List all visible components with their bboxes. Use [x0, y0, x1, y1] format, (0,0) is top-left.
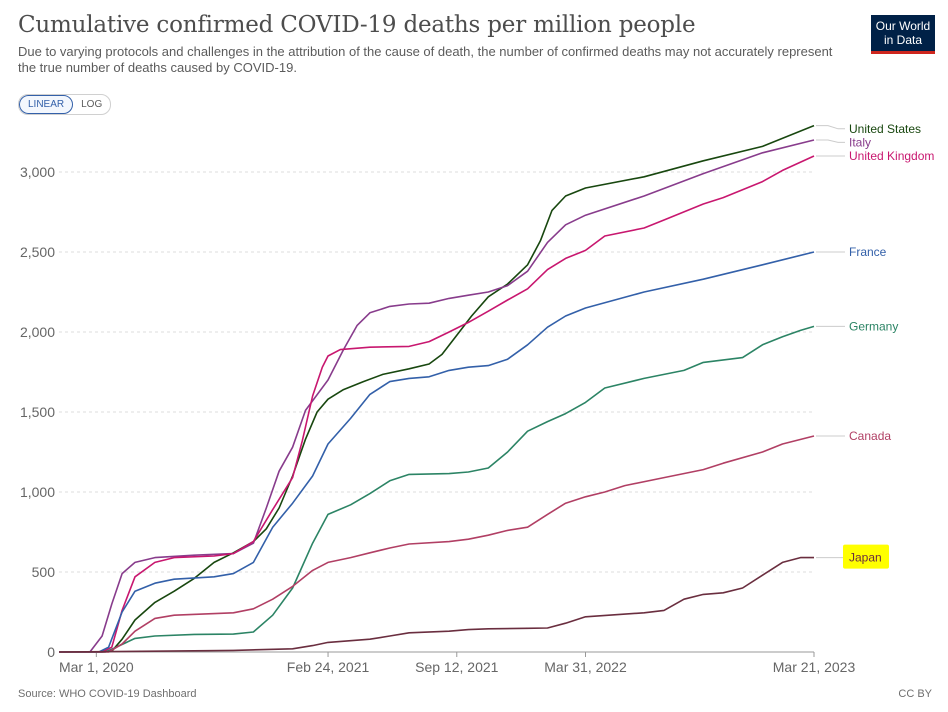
x-tick-label: Mar 1, 2020 [59, 659, 134, 675]
y-tick-label: 3,000 [20, 164, 55, 180]
series-line-italy [59, 139, 815, 653]
license-label[interactable]: CC BY [898, 688, 932, 700]
linear-scale-button[interactable]: LINEAR [19, 95, 74, 114]
y-tick-label: 0 [47, 644, 55, 660]
logo-line-2: in Data [883, 33, 923, 47]
chart-subtitle: Due to varying protocols and challenges … [18, 44, 833, 75]
series-line-united-states [59, 124, 815, 653]
log-scale-button[interactable]: LOG [81, 99, 103, 110]
x-tick-label: Sep 12, 2021 [415, 659, 499, 675]
label-connector [816, 139, 845, 143]
series-line-canada [59, 435, 815, 653]
series-line-france [59, 251, 815, 653]
label-highlight [843, 544, 889, 569]
logo-line-1: Our World [875, 19, 931, 33]
series-label: Japan [849, 551, 882, 565]
series-label: United Kingdom [849, 149, 934, 163]
y-tick-label: 1,000 [20, 484, 55, 500]
series-line-germany [59, 325, 815, 653]
series-label: Italy [849, 135, 871, 149]
x-tick-label: Mar 21, 2023 [773, 659, 856, 675]
y-tick-label: 500 [32, 564, 56, 580]
series-line-japan [58, 556, 814, 653]
series-line-united-kingdom [59, 155, 815, 653]
x-tick-label: Feb 24, 2021 [287, 659, 370, 675]
chart-title: Cumulative confirmed COVID-19 deaths per… [18, 12, 696, 38]
label-connector [816, 125, 845, 130]
series-label: Germany [849, 319, 898, 333]
scale-toggle: LINEAR LOG [18, 94, 112, 115]
y-tick-label: 2,500 [20, 244, 55, 260]
source-note[interactable]: Source: WHO COVID-19 Dashboard [18, 688, 197, 700]
series-label: United States [849, 122, 921, 136]
x-tick-label: Mar 31, 2022 [544, 659, 627, 675]
our-world-in-data-logo[interactable]: Our World in Data [871, 15, 935, 54]
series-label: France [849, 245, 887, 259]
y-tick-label: 1,500 [20, 404, 55, 420]
y-tick-label: 2,000 [20, 324, 55, 340]
series-label: Canada [849, 429, 891, 443]
